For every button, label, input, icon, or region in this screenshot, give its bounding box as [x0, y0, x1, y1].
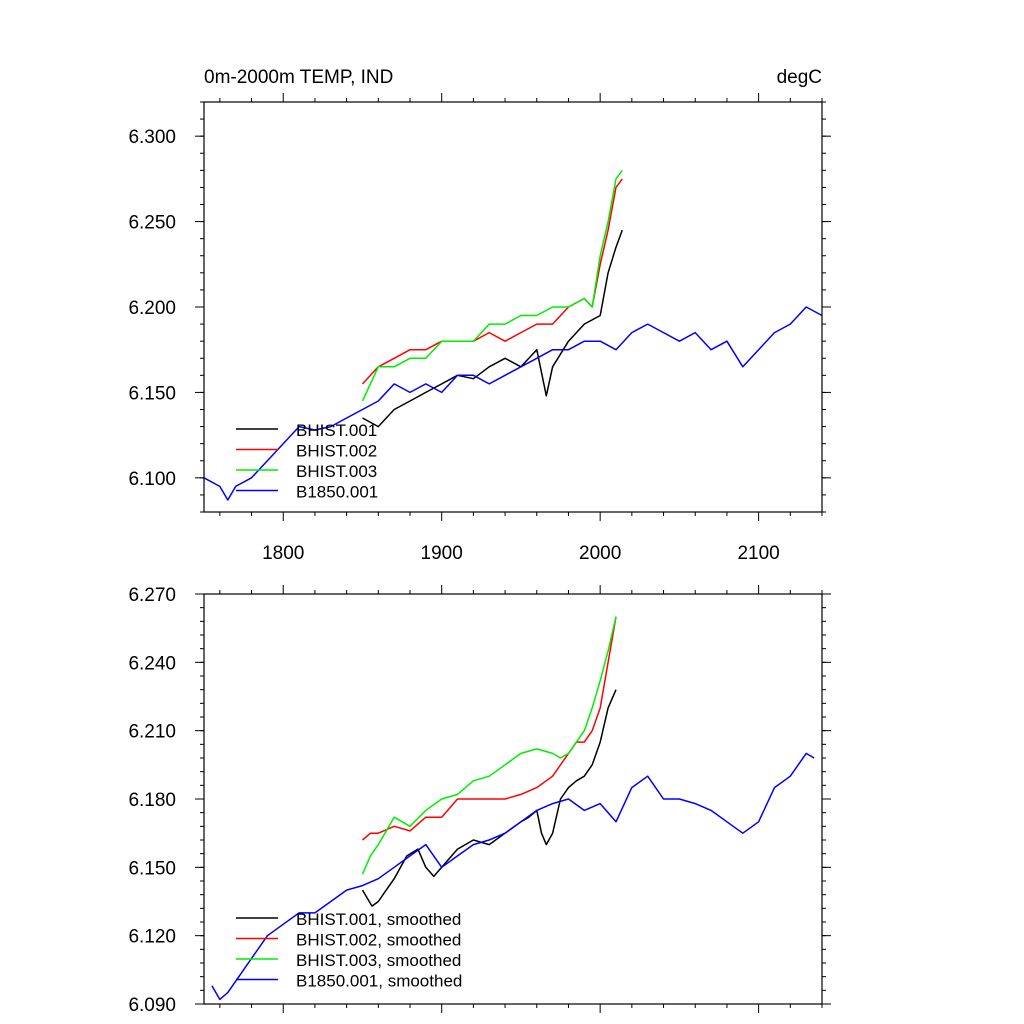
- series-line: [361, 689, 617, 907]
- y-tick-label: 6.240: [128, 653, 176, 674]
- legend-label: BHIST.002: [296, 442, 377, 461]
- bottom-legend: BHIST.001, smoothed BHIST.002, smoothedBH…: [236, 910, 462, 991]
- series-line: [362, 616, 617, 841]
- legend-label: BHIST.003, smoothed: [296, 951, 461, 970]
- x-tick-label: 2100: [737, 543, 779, 564]
- y-tick-label: 6.100: [128, 469, 176, 490]
- x-tick-label: 1800: [262, 543, 304, 564]
- x-tick-label: 2000: [579, 543, 621, 564]
- y-tick-label: 6.180: [128, 790, 176, 811]
- series-line: [211, 752, 815, 1001]
- units-label: degC: [777, 67, 822, 88]
- legend-label: B1850.001: [296, 483, 378, 502]
- y-tick-label: 6.150: [128, 858, 176, 879]
- legend-label: BHIST.002, smoothed: [296, 931, 461, 950]
- top-panel: 0m-2000m TEMP, IND degC 6.1006.1506.2006…: [128, 67, 831, 564]
- x-tick-label: 1900: [421, 543, 463, 564]
- bottom-panel: 6.090 6.120 6.150 6.180 6.210 6.240 6.270 BHIS…: [128, 585, 831, 1016]
- bottom-ticks-group: 6.090 6.120 6.150 6.180 6.210 6.240 6.270: [128, 585, 831, 1016]
- y-tick-label: 6.300: [128, 127, 176, 148]
- legend-label: BHIST.001: [296, 421, 377, 440]
- y-tick-label: 6.210: [128, 722, 176, 743]
- y-tick-label: 6.120: [128, 927, 176, 948]
- series-line: [203, 306, 823, 501]
- series-line: [361, 616, 617, 875]
- legend-label: B1850.001, smoothed: [296, 972, 462, 991]
- y-tick-label: 6.150: [128, 383, 176, 404]
- y-tick-label: 6.090: [128, 995, 176, 1016]
- top-series-group: [203, 169, 823, 501]
- legend-label: BHIST.001, smoothed: [296, 910, 461, 929]
- y-tick-label: 6.200: [128, 298, 176, 319]
- series-line: [361, 178, 623, 385]
- y-tick-label: 6.250: [128, 213, 176, 234]
- top-plot-frame: [203, 101, 823, 513]
- series-line: [362, 229, 624, 428]
- y-tick-label: 6.270: [128, 585, 176, 606]
- chart-title: 0m-2000m TEMP, IND: [204, 67, 393, 88]
- bottom-plot-frame: [203, 593, 823, 1005]
- top-ticks-group: 6.100 6.150 6.200 6.250 6.300 1800 1900 2000 210…: [128, 93, 831, 564]
- bottom-series-group: [211, 616, 815, 1001]
- series-line: [361, 169, 623, 402]
- legend-label: BHIST.003: [296, 462, 377, 481]
